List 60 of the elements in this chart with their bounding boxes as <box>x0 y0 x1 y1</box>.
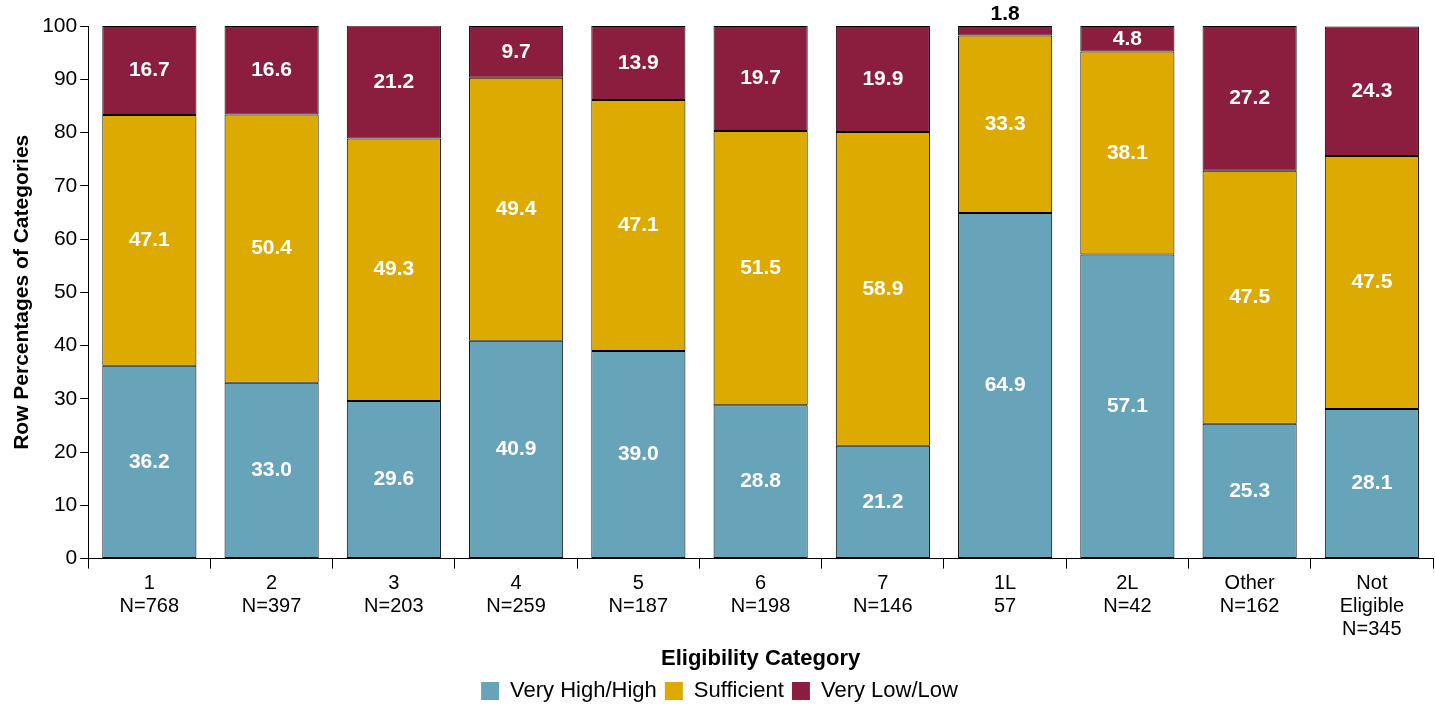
data-label: 21.2 <box>862 488 904 512</box>
data-label: 28.1 <box>1351 470 1393 494</box>
x-tick-label: 3 N=203 <box>364 570 424 616</box>
data-label: 27.2 <box>1229 85 1271 109</box>
data-label: 47.1 <box>617 212 660 236</box>
data-label: 57.1 <box>1106 393 1149 417</box>
data-label: 49.4 <box>495 196 537 220</box>
data-label: 40.9 <box>495 436 537 460</box>
data-label: 4.8 <box>1112 25 1143 49</box>
data-label: 33.0 <box>251 457 293 481</box>
data-label: 47.1 <box>128 227 171 251</box>
data-label: 1.8 <box>990 0 1021 24</box>
data-label: 16.7 <box>128 57 170 81</box>
y-tick-label: 90 <box>53 66 78 90</box>
x-tick-label: Not Eligible N=345 <box>1339 570 1405 639</box>
x-tick-label: 2 N=397 <box>241 570 302 616</box>
data-label: 19.7 <box>740 65 782 89</box>
y-tick-label: 60 <box>53 225 78 249</box>
data-label: 13.9 <box>617 49 659 73</box>
data-label: 25.3 <box>1229 477 1271 501</box>
y-tick-label: 10 <box>53 492 78 516</box>
x-axis-title: Eligibility Category <box>660 644 862 670</box>
data-label: 58.9 <box>862 275 904 299</box>
data-label: 29.6 <box>373 466 415 490</box>
x-tick-label: 1 N=768 <box>119 570 180 616</box>
legend-label: Very High/High <box>510 677 657 703</box>
data-label: 39.0 <box>617 441 659 465</box>
x-tick-label: 7 N=146 <box>853 570 913 616</box>
data-label: 50.4 <box>251 235 293 259</box>
y-tick-label: 70 <box>53 172 78 196</box>
x-tick-label: 2L N=42 <box>1103 570 1152 616</box>
data-label: 28.8 <box>740 468 782 492</box>
x-tick-label: 5 N=187 <box>608 570 669 616</box>
x-tick-label: Other N=162 <box>1219 570 1280 616</box>
legend-label: Very Low/Low <box>820 677 959 703</box>
x-tick-label: 1L 57 <box>994 570 1017 616</box>
data-label: 36.2 <box>128 448 170 472</box>
y-tick-label: 50 <box>53 279 78 303</box>
y-tick-label: 40 <box>53 332 78 356</box>
data-label: 64.9 <box>984 372 1026 396</box>
x-tick-label: 6 N=198 <box>730 570 791 616</box>
y-tick-label: 0 <box>65 545 78 569</box>
y-tick-label: 20 <box>53 438 78 462</box>
data-label: 21.2 <box>373 68 415 92</box>
data-label: 9.7 <box>501 38 531 62</box>
data-label: 47.5 <box>1351 269 1393 293</box>
data-label: 47.5 <box>1229 284 1271 308</box>
legend-label: Sufficient <box>693 677 784 703</box>
x-tick-label: 4 N=259 <box>486 570 546 616</box>
data-label: 51.5 <box>740 254 782 278</box>
y-tick-label: 30 <box>53 385 78 409</box>
data-label: 16.6 <box>251 57 293 80</box>
data-label: 24.3 <box>1351 78 1393 102</box>
data-label: 38.1 <box>1106 139 1149 163</box>
y-tick-label: 100 <box>42 12 78 36</box>
data-label: 33.3 <box>984 111 1026 135</box>
y-tick-label: 80 <box>53 119 78 143</box>
data-label: 19.9 <box>862 65 904 89</box>
data-label: 49.3 <box>373 256 415 280</box>
y-axis-title: Row Percentages of Categories <box>9 134 33 450</box>
